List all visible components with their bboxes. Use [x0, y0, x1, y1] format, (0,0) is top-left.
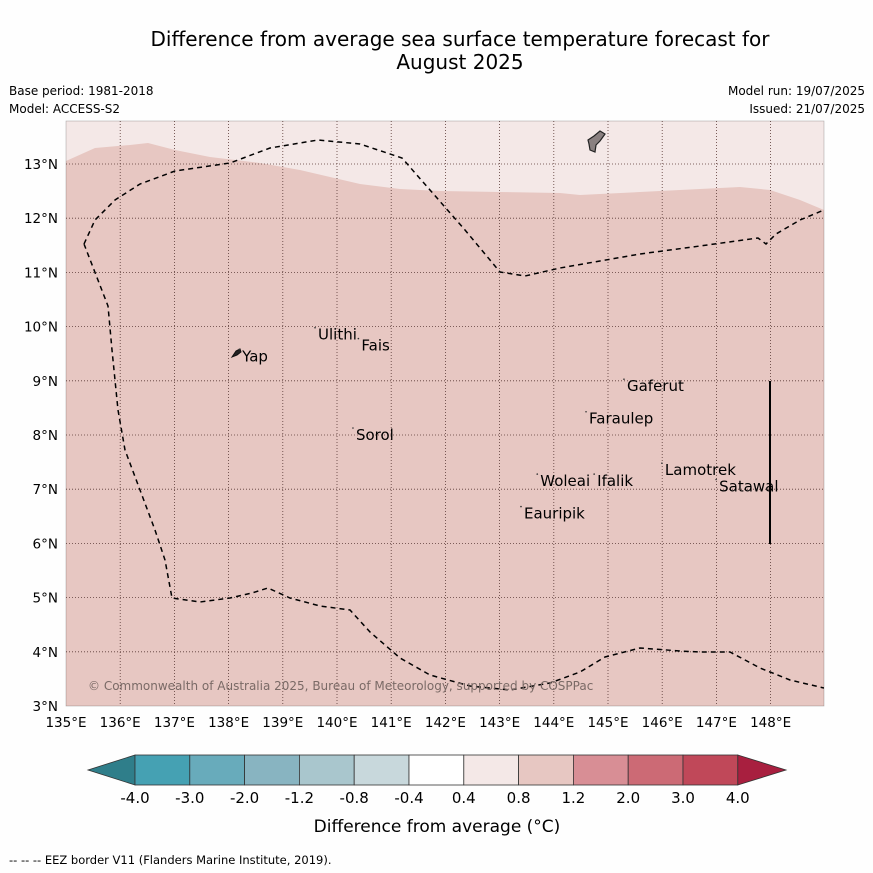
place-marker: [238, 348, 240, 351]
model-name: Model: ACCESS-S2: [9, 102, 121, 116]
island-guam: [587, 130, 606, 153]
lat-tick-label: 10°N: [24, 320, 58, 336]
lat-tick-label: 6°N: [33, 536, 58, 552]
lon-tick-label: 139°E: [262, 715, 303, 731]
colorbar-segment: [463, 754, 519, 786]
base-period: Base period: 1981-2018: [9, 84, 154, 98]
place-label: Ifalik: [597, 472, 633, 490]
map-title: Difference from average sea surface temp…: [60, 28, 860, 74]
colorbar-tick-label: 0.4: [452, 789, 476, 807]
place-label: Yap: [241, 347, 268, 365]
colorbar-segment: [353, 754, 410, 786]
colorbar-segment: [627, 754, 684, 786]
lat-tick-label: 7°N: [33, 482, 58, 498]
lat-tick-label: 11°N: [24, 265, 58, 281]
place-marker: [661, 462, 663, 465]
colorbar-extend-high: [737, 754, 788, 786]
lon-tick-label: 147°E: [696, 715, 737, 731]
place-label: Lamotrek: [665, 461, 736, 479]
colorbar-tick-label: 0.8: [507, 789, 531, 807]
lat-tick-label: 9°N: [33, 374, 58, 390]
longitude-labels: 135°E 136°E 137°E 138°E 139°E 140°E 141°E 142°E…: [45, 715, 791, 731]
island-yap: [230, 348, 242, 359]
lat-tick-label: 13°N: [24, 157, 58, 173]
issued-date: Issued: 21/07/2025: [749, 102, 865, 116]
latitude-labels: 3°N 4°N 5°N 6°N 7°N 8°N 9°N 10°N 11°N 12°N 13°N: [24, 157, 58, 715]
place-marker: [585, 410, 587, 413]
lon-tick-label: 146°E: [642, 715, 683, 731]
place-marker: [314, 326, 316, 329]
colorbar: -4.0 -3.0 -2.0 -1.2 -0.8 -0.4 0.4 0.8 1.2 2.0 3.0 4…: [86, 754, 788, 807]
colorbar-segment: [573, 754, 629, 786]
colorbar-tick-label: -0.4: [394, 789, 423, 807]
colorbar-tick-label: 4.0: [726, 789, 750, 807]
eez-border: [83, 139, 824, 691]
place-label: Eauripik: [524, 505, 585, 523]
lon-tick-label: 144°E: [533, 715, 574, 731]
colorbar-extend-low: [86, 754, 136, 786]
place-marker: [715, 478, 717, 481]
lon-tick-label: 141°E: [371, 715, 412, 731]
colorbar-tick-label: -3.0: [175, 789, 204, 807]
lon-tick-label: 135°E: [45, 715, 86, 731]
place-marker: [593, 473, 595, 475]
colorbar-tick-label: -1.2: [285, 789, 314, 807]
colorbar-tick-label: -4.0: [120, 789, 149, 807]
lat-tick-label: 4°N: [33, 645, 58, 661]
lat-tick-label: 12°N: [24, 211, 58, 227]
map-copyright: © Commonwealth of Australia 2025, Bureau…: [88, 679, 593, 693]
lon-tick-label: 137°E: [154, 715, 195, 731]
place-marker: [623, 378, 625, 381]
meta-left: Base period: 1981-2018 Model: ACCESS-S2: [9, 82, 154, 118]
colorbar-segment: [134, 754, 191, 786]
place-marker: [536, 473, 539, 475]
colorbar-label: Difference from average (°C): [314, 817, 561, 837]
colorbar-tick-label: 3.0: [671, 789, 695, 807]
graticule: [66, 121, 824, 706]
map-frame: [65, 120, 825, 707]
place-label: Faraulep: [589, 410, 653, 428]
lon-tick-label: 136°E: [100, 715, 141, 731]
lat-tick-label: 5°N: [33, 591, 58, 607]
colorbar-segment: [244, 754, 300, 786]
place-label: Woleai: [540, 472, 590, 490]
title-line-2: August 2025: [396, 50, 524, 74]
place-marker: [520, 505, 522, 508]
colorbar-tick-label: -2.0: [230, 789, 259, 807]
anomaly-fill-low: [66, 121, 824, 210]
colorbar-segment: [408, 754, 465, 786]
colorbar-segment: [298, 754, 355, 786]
lon-tick-label: 143°E: [479, 715, 520, 731]
title-line-1: Difference from average sea surface temp…: [150, 27, 770, 51]
colorbar-tick-label: 1.2: [561, 789, 585, 807]
place-marker: [357, 337, 360, 340]
colorbar-segment: [518, 754, 574, 786]
colorbar-segment: [682, 754, 739, 786]
place-label: Satawal: [719, 477, 778, 495]
eez-footnote: -- -- -- EEZ border V11 (Flanders Marine…: [9, 853, 332, 867]
meta-right: Model run: 19/07/2025 Issued: 21/07/2025: [728, 82, 865, 118]
lat-tick-label: 8°N: [33, 428, 58, 444]
place-label: Sorol: [356, 426, 394, 444]
place-marker: [352, 427, 354, 429]
model-run: Model run: 19/07/2025: [727, 84, 865, 98]
colorbar-tick-label: 2.0: [616, 789, 640, 807]
lat-tick-label: 3°N: [33, 699, 58, 715]
lon-tick-label: 138°E: [208, 715, 249, 731]
lon-tick-label: 145°E: [587, 715, 628, 731]
place-label: Gaferut: [627, 377, 684, 395]
colorbar-segment: [189, 754, 246, 786]
place-label: Fais: [361, 337, 390, 355]
place-label: Ulithi: [318, 326, 357, 344]
colorbar-tick-label: -0.8: [340, 789, 369, 807]
lon-tick-label: 140°E: [316, 715, 357, 731]
lon-tick-label: 148°E: [750, 715, 791, 731]
lon-tick-label: 142°E: [425, 715, 466, 731]
